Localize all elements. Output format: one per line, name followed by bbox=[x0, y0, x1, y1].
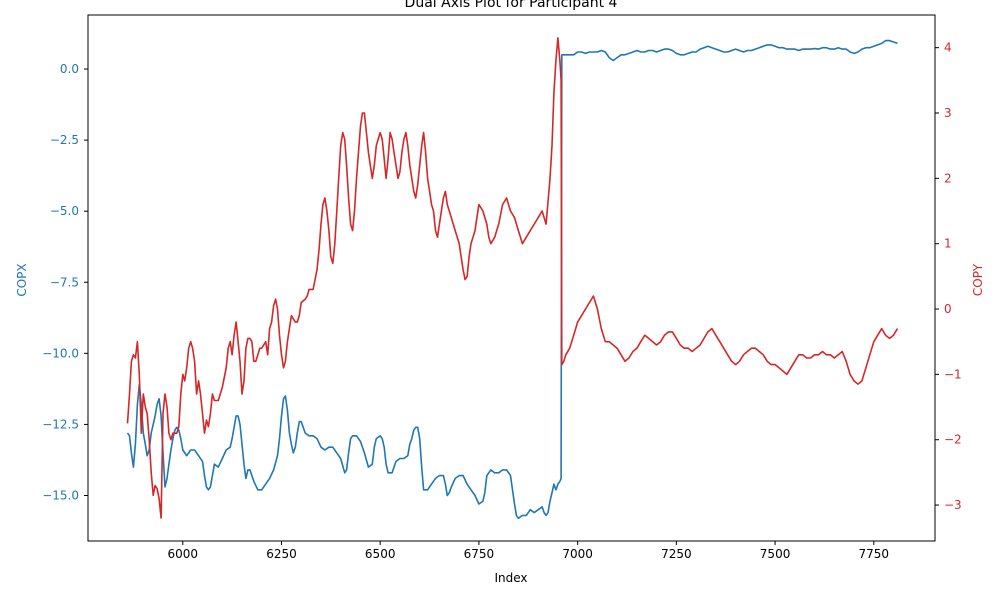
y-right-tick-label: 3 bbox=[944, 106, 952, 120]
chart-title: Dual Axis Plot for Participant 4 bbox=[405, 0, 618, 11]
y-left-tick-label: −5.0 bbox=[50, 204, 79, 218]
x-tick-label: 7000 bbox=[562, 547, 593, 561]
y-right-tick-label: −1 bbox=[944, 367, 962, 381]
x-axis: 6000 6250 6500 6750 7000 7250 7500 7750 bbox=[167, 541, 889, 561]
x-tick-label: 6000 bbox=[167, 547, 198, 561]
series-line-copx bbox=[126, 39, 898, 520]
series-line-copy bbox=[126, 37, 899, 519]
y-right-tick-label: −2 bbox=[944, 433, 962, 447]
x-tick-label: 6500 bbox=[365, 547, 396, 561]
y-right-tick-label: 4 bbox=[944, 41, 952, 55]
y-left-tick-label: −15.0 bbox=[42, 489, 79, 503]
y-left-tick-label: −10.0 bbox=[42, 346, 79, 360]
y-axis-right-label: COPY bbox=[971, 263, 985, 296]
x-tick-label: 7500 bbox=[760, 547, 791, 561]
plot-frame bbox=[87, 14, 936, 542]
plot-lines bbox=[126, 37, 899, 520]
y-left-tick-label: −2.5 bbox=[50, 133, 79, 147]
x-tick-label: 6750 bbox=[464, 547, 495, 561]
x-tick-label: 7750 bbox=[859, 547, 890, 561]
y-axis-right: 4 3 2 1 0 −1 −2 −3 bbox=[935, 41, 962, 512]
y-right-tick-label: −3 bbox=[944, 498, 962, 512]
x-tick-label: 6250 bbox=[266, 547, 297, 561]
y-axis-left-label: COPX bbox=[15, 263, 29, 296]
y-right-tick-label: 0 bbox=[944, 302, 952, 316]
y-right-tick-label: 2 bbox=[944, 171, 952, 185]
y-right-tick-label: 1 bbox=[944, 237, 952, 251]
x-axis-label: Index bbox=[494, 571, 527, 585]
y-left-tick-label: −7.5 bbox=[50, 275, 79, 289]
y-left-tick-label: −12.5 bbox=[42, 417, 79, 431]
x-tick-label: 7250 bbox=[661, 547, 692, 561]
y-left-tick-label: 0.0 bbox=[60, 62, 79, 76]
y-axis-left: 0.0 −2.5 −5.0 −7.5 −10.0 −12.5 −15.0 bbox=[42, 62, 88, 503]
